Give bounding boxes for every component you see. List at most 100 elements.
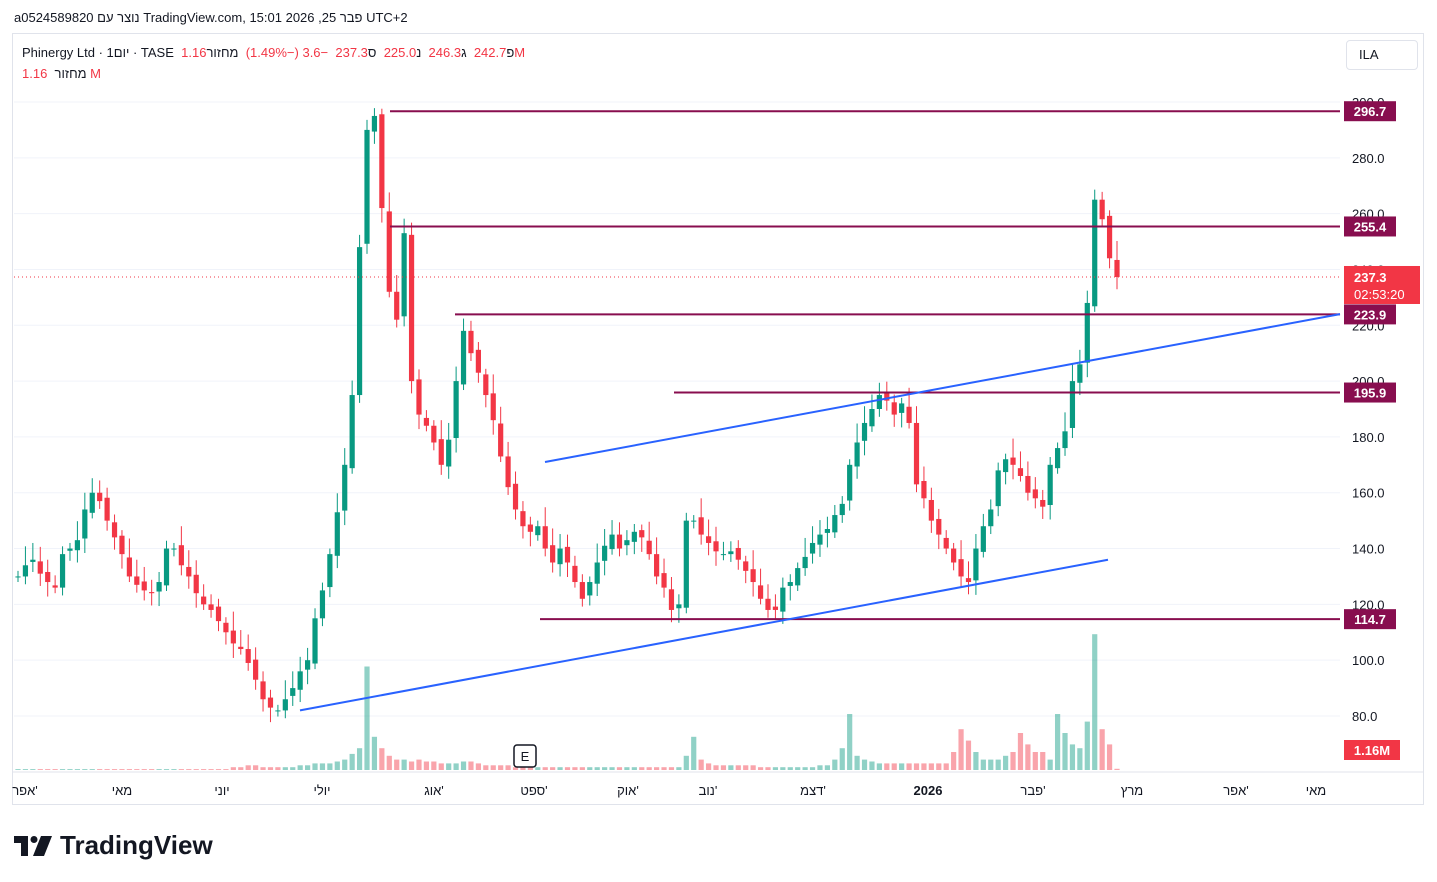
volume-bar	[646, 767, 652, 770]
volume-bar	[1047, 759, 1053, 770]
candle-body	[22, 565, 29, 577]
volume-bar	[334, 761, 340, 770]
volume-bar	[661, 767, 667, 770]
volume-bar	[743, 765, 749, 770]
volume-bar	[490, 765, 496, 770]
volume-bar	[74, 769, 81, 770]
plot-area	[14, 101, 1341, 770]
candle-body	[379, 114, 385, 209]
volume-bar	[683, 755, 689, 770]
volume-bar	[535, 767, 541, 770]
volume-bar	[22, 769, 29, 770]
candle-body	[824, 529, 830, 533]
volume-badge-label: 1.16M	[1354, 743, 1390, 758]
candle-body	[290, 688, 296, 696]
volume-bar	[564, 767, 571, 770]
volume-bar	[809, 767, 816, 770]
volume-bar	[15, 769, 21, 770]
volume-bar	[364, 666, 370, 770]
candle-body	[356, 247, 363, 396]
candle-body	[951, 548, 957, 563]
y-tick-label: 100.0	[1352, 653, 1385, 668]
candle-body	[149, 592, 155, 594]
currency-button[interactable]: ILA	[1346, 40, 1418, 70]
candle-body	[1017, 468, 1024, 476]
candle-body	[631, 531, 637, 542]
volume-bar	[847, 714, 853, 770]
x-tick-label: ספט'	[520, 783, 547, 798]
volume-bar	[245, 765, 251, 770]
volume-bar	[319, 763, 326, 770]
volume-bar	[1114, 768, 1120, 770]
x-tick-label: יוני	[214, 783, 229, 798]
candle-body	[297, 671, 303, 690]
volume-bar	[824, 765, 830, 770]
volume-bar	[1003, 755, 1009, 770]
candle-body	[230, 630, 236, 644]
candle-body	[201, 596, 207, 605]
volume-bar	[505, 765, 511, 770]
candle-body	[104, 497, 110, 521]
volume-bar	[215, 769, 222, 770]
candle-body	[847, 464, 853, 501]
candle-body	[594, 562, 600, 584]
volume-bar	[728, 765, 734, 770]
volume-bar	[602, 767, 608, 770]
candle-body	[587, 582, 593, 596]
candle-body	[371, 115, 378, 132]
candle-body	[1054, 448, 1061, 469]
volume-bar	[579, 767, 585, 770]
volume-bar	[899, 763, 905, 770]
candle-body	[82, 509, 88, 539]
volume-bar	[795, 767, 801, 770]
volume-bar	[861, 759, 868, 770]
volume-bar	[512, 767, 519, 770]
volume-bar	[305, 765, 311, 770]
candle-body	[401, 233, 407, 317]
volume-bar	[149, 769, 155, 770]
volume-bar	[1062, 733, 1068, 770]
volume-bar	[386, 755, 392, 770]
candle-body	[557, 548, 563, 565]
candle-body	[45, 571, 51, 583]
candle-body	[654, 554, 660, 577]
volume-bar	[223, 769, 229, 770]
candle-body	[1040, 499, 1046, 507]
candle-body	[1025, 475, 1031, 493]
symbol-label[interactable]: Phinergy Ltd · 1יום · TASE	[22, 45, 174, 60]
volume-bar	[119, 769, 125, 770]
candle-body	[498, 423, 504, 457]
volume-legend-label[interactable]: מחזור	[54, 66, 87, 81]
x-tick-label: אפר'	[12, 783, 38, 798]
volume-bar	[876, 763, 882, 770]
level-badge-label: 195.9	[1354, 386, 1387, 401]
candle-body	[542, 526, 548, 549]
candle-body	[1032, 489, 1038, 499]
x-tick-label: 2026	[914, 783, 943, 798]
volume-bar	[1092, 634, 1098, 770]
volume-bar	[973, 752, 979, 770]
volume-bar	[446, 763, 452, 770]
volume-bar	[832, 759, 838, 770]
candle-body	[89, 492, 95, 513]
candle-body	[832, 515, 838, 533]
candle-body	[111, 522, 118, 538]
candle-body	[936, 518, 942, 535]
candle-body	[74, 540, 81, 551]
volume-bar	[312, 763, 318, 770]
y-tick-label: 160.0	[1352, 486, 1385, 501]
volume-bar	[401, 759, 407, 770]
candle-body	[342, 464, 348, 511]
candle-body	[67, 548, 73, 551]
volume-bar	[37, 769, 43, 770]
volume-bar	[765, 767, 771, 770]
volume-bar	[356, 748, 363, 770]
candle-body	[520, 511, 526, 527]
candle-body	[913, 422, 920, 485]
candle-body	[1010, 457, 1016, 465]
volume-bar	[30, 769, 36, 770]
x-tick-label: מרץ	[1121, 783, 1143, 798]
volume-bar	[1017, 733, 1024, 770]
candle-body	[37, 561, 43, 574]
